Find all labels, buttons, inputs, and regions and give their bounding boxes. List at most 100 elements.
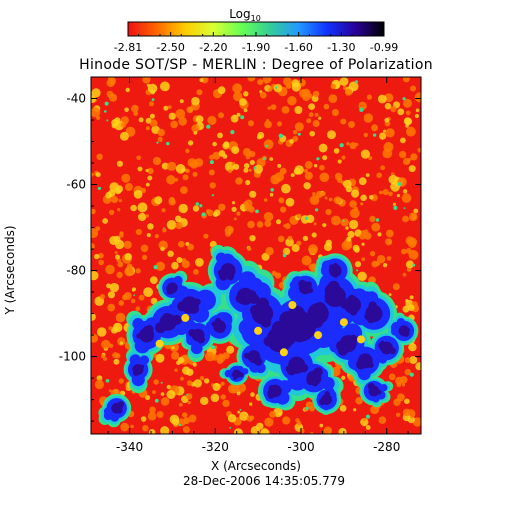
speckle [380, 165, 385, 170]
speckle [193, 172, 198, 177]
speckle [250, 392, 255, 397]
speckle [385, 103, 392, 110]
speckle [117, 161, 123, 167]
speckle [207, 210, 214, 217]
speckle [149, 101, 154, 106]
region-core [310, 315, 323, 328]
speckle [403, 409, 411, 417]
speckle [405, 357, 411, 363]
speckle [95, 226, 100, 231]
speckle [327, 130, 336, 139]
speckle [338, 159, 342, 163]
speckle [257, 132, 264, 139]
y-tick-label: -60 [66, 178, 86, 192]
speckle [260, 92, 267, 99]
speckle [138, 167, 143, 172]
speckle [240, 115, 244, 119]
speckle [235, 177, 243, 185]
speckle [163, 106, 168, 111]
speckle [353, 408, 356, 411]
speckle [167, 162, 176, 171]
speckle [305, 217, 309, 221]
y-tick-label: -80 [66, 264, 86, 278]
speckle [403, 189, 407, 193]
speckle [122, 295, 128, 301]
speckle [329, 198, 333, 202]
region-core [118, 401, 124, 407]
speckle [98, 379, 101, 382]
speckle [105, 265, 115, 275]
speckle [221, 394, 226, 399]
speckle [278, 412, 281, 415]
x-tick-label: -280 [373, 440, 400, 454]
speckle [408, 343, 416, 351]
speckle [233, 164, 239, 170]
region-core [163, 313, 171, 321]
speckle [217, 133, 223, 139]
speckle [186, 369, 193, 376]
region-core [261, 317, 272, 328]
speckle [125, 253, 132, 260]
region-gap [181, 314, 189, 322]
speckle [270, 193, 274, 197]
colorbar-label-base: Log [229, 7, 250, 21]
speckle [166, 142, 169, 145]
speckle [154, 379, 159, 384]
speckle [342, 156, 346, 160]
speckle [100, 294, 105, 299]
speckle [295, 122, 304, 131]
speckle [142, 255, 147, 260]
colorbar-tick-label: -2.20 [199, 41, 227, 54]
speckle [377, 232, 381, 236]
speckle [96, 172, 101, 177]
speckle [120, 423, 129, 432]
speckle [337, 178, 342, 183]
speckle [268, 106, 271, 109]
speckle [306, 118, 311, 123]
speckle [361, 257, 365, 261]
speckle [266, 145, 269, 148]
speckle [161, 392, 165, 396]
speckle [167, 220, 177, 230]
speckle [125, 183, 133, 191]
speckle [265, 247, 273, 255]
speckle [88, 95, 96, 103]
speckle [229, 228, 233, 232]
speckle [400, 138, 406, 144]
speckle [118, 300, 124, 306]
region-core [338, 345, 348, 355]
speckle [401, 249, 407, 255]
speckle [263, 157, 266, 160]
speckle [210, 160, 214, 164]
speckle [244, 204, 251, 211]
speckle [345, 226, 348, 229]
speckle [156, 354, 165, 363]
speckle [331, 84, 337, 90]
speckle [364, 232, 372, 240]
speckle [154, 196, 162, 204]
speckle [102, 218, 108, 224]
speckle [320, 424, 324, 428]
region-core [314, 367, 323, 376]
speckle [107, 304, 115, 312]
region-core [349, 335, 357, 343]
speckle [218, 112, 224, 118]
speckle [124, 108, 129, 113]
speckle [237, 411, 240, 414]
speckle [348, 121, 355, 128]
speckle [257, 79, 263, 85]
speckle [154, 265, 158, 269]
speckle [193, 269, 199, 275]
speckle [312, 232, 317, 237]
speckle [390, 106, 396, 112]
speckle [134, 294, 136, 296]
speckle [218, 204, 225, 211]
speckle [403, 97, 406, 100]
speckle [128, 269, 132, 273]
speckle [244, 163, 250, 169]
region-gap [340, 318, 348, 326]
speckle [158, 137, 163, 142]
speckle [302, 256, 312, 266]
region-core [133, 369, 140, 376]
speckle [384, 142, 394, 152]
